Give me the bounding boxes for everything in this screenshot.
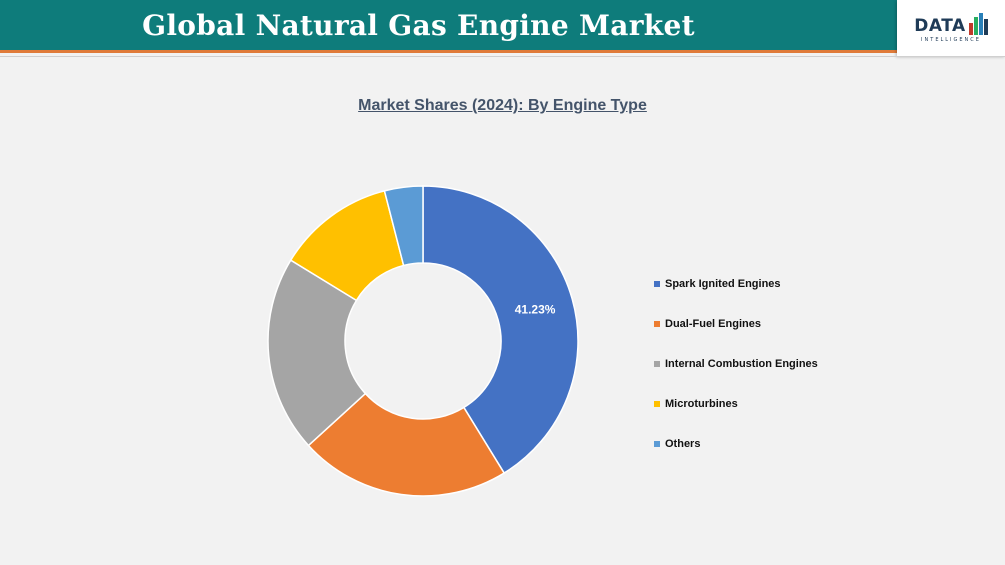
header-banner: Global Natural Gas Engine Market bbox=[0, 0, 897, 53]
legend-label: Spark Ignited Engines bbox=[665, 278, 781, 290]
header-divider bbox=[0, 56, 1005, 57]
legend-swatch bbox=[654, 321, 660, 327]
legend-swatch bbox=[654, 361, 660, 367]
donut-slice-0 bbox=[422, 185, 579, 475]
chart-title: Market Shares (2024): By Engine Type bbox=[358, 97, 647, 114]
legend-item: Microturbines bbox=[654, 384, 818, 424]
donut-slice-2 bbox=[267, 259, 367, 447]
legend-label: Microturbines bbox=[665, 398, 738, 410]
legend-swatch bbox=[654, 401, 660, 407]
legend-label: Others bbox=[665, 438, 701, 450]
chart-legend: Spark Ignited Engines Dual-Fuel Engines In… bbox=[654, 264, 818, 464]
brand-logo: DATA INTELLIGENCE bbox=[897, 0, 1005, 56]
legend-item: Internal Combustion Engines bbox=[654, 344, 818, 384]
legend-item: Others bbox=[654, 424, 818, 464]
legend-label: Internal Combustion Engines bbox=[665, 358, 818, 370]
legend-item: Dual-Fuel Engines bbox=[654, 304, 818, 344]
legend-label: Dual-Fuel Engines bbox=[665, 318, 761, 330]
data-label-0: 41.23% bbox=[515, 302, 556, 316]
logo-subtitle: INTELLIGENCE bbox=[921, 37, 981, 43]
logo-bars-icon bbox=[968, 13, 988, 35]
legend-swatch bbox=[654, 281, 660, 287]
legend-swatch bbox=[654, 441, 660, 447]
legend-item: Spark Ignited Engines bbox=[654, 264, 818, 304]
donut-slice-1 bbox=[307, 392, 506, 497]
logo-word: DATA bbox=[914, 16, 966, 36]
donut-slice-4 bbox=[383, 185, 424, 267]
page-title: Global Natural Gas Engine Market bbox=[142, 8, 695, 42]
